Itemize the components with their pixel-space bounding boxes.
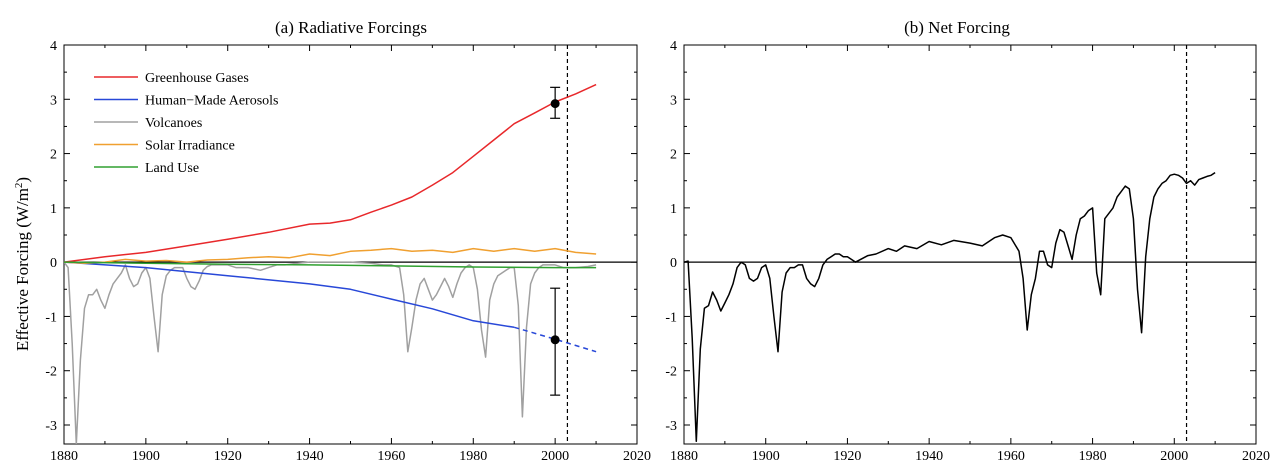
x-tick-label: 1940: [915, 449, 943, 464]
panel-a-title: (a) Radiative Forcings: [275, 18, 427, 37]
y-tick-label: -3: [45, 419, 57, 434]
legend-label: Greenhouse Gases: [145, 71, 249, 86]
series-line-solar-irradiance: [64, 247, 597, 264]
y-tick-label: -3: [665, 419, 677, 434]
y-axis-label: Effective Forcing (W/m2): [13, 177, 32, 351]
legend-label: Land Use: [145, 161, 199, 176]
x-tick-label: 1900: [752, 449, 780, 464]
x-tick-label: 1880: [670, 449, 698, 464]
x-tick-label: 1900: [132, 449, 160, 464]
x-tick-label: 2020: [623, 449, 651, 464]
legend-label: Human−Made Aerosols: [145, 94, 279, 109]
x-tick-label: 1960: [997, 449, 1025, 464]
series-line-human-made-aerosols: [64, 261, 515, 329]
panel-b: (b) Net Forcing 1880 1900 1920 1940 1960 1980…: [665, 18, 1270, 464]
y-tick-label: -1: [665, 310, 677, 325]
panel-b-plot: 1880 1900 1920 1940 1960 1980 2000 2020 -3 -2 -1 0 1…: [665, 39, 1270, 464]
x-tick-label: 1980: [1079, 449, 1107, 464]
y-tick-label: 0: [670, 256, 677, 271]
y-tick-label: 3: [50, 93, 57, 108]
y-tick-label: 4: [50, 39, 57, 54]
x-tick-label: 1920: [833, 449, 861, 464]
panel-a: (a) Radiative Forcings 1880 1900 1920 1940 1…: [45, 18, 651, 464]
y-tick-label: -2: [665, 365, 677, 380]
x-tick-label: 2020: [1242, 449, 1270, 464]
series-line-greenhouse-gases: [64, 83, 597, 263]
y-tick-label: 2: [50, 148, 57, 163]
x-tick-label: 2000: [541, 449, 569, 464]
y-tick-label: 3: [670, 93, 677, 108]
x-tick-label: 1880: [50, 449, 78, 464]
x-tick-label: 1920: [214, 449, 242, 464]
error-bar-point: [550, 335, 560, 345]
panel-a-plot: 1880 1900 1920 1940 1960 1980 2000 2020 -3 -2 -1 0 1…: [45, 39, 651, 464]
series-line-land-use: [64, 261, 597, 269]
y-tick-label: 2: [670, 148, 677, 163]
panel-b-title: (b) Net Forcing: [904, 18, 1010, 37]
y-tick-label: -2: [45, 365, 57, 380]
y-tick-label: 4: [670, 39, 677, 54]
legend-label: Solar Irradiance: [145, 139, 235, 154]
legend-label: Volcanoes: [145, 116, 202, 131]
series-group: [684, 171, 1216, 443]
error-bar-point: [550, 99, 560, 109]
series-line-net-forcing: [684, 171, 1216, 443]
series-line-volcanoes: [64, 261, 597, 444]
y-tick-label: -1: [45, 310, 57, 325]
series-group: [64, 83, 597, 444]
y-tick-label: 0: [50, 256, 57, 271]
x-tick-label: 2000: [1160, 449, 1188, 464]
x-tick-label: 1960: [377, 449, 405, 464]
y-tick-label: 1: [50, 202, 57, 217]
x-tick-label: 1980: [459, 449, 487, 464]
y-tick-label: 1: [670, 202, 677, 217]
plot-frame: [683, 44, 1257, 445]
x-tick-label: 1940: [296, 449, 324, 464]
